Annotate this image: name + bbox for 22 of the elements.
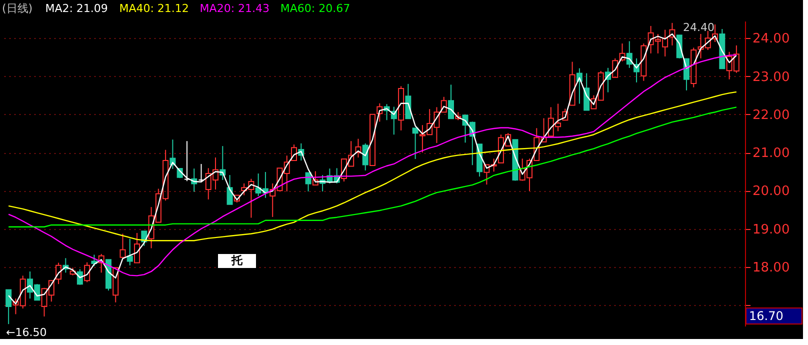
text: MA60: 20.67 xyxy=(280,2,350,15)
text: MA40: 21.12 xyxy=(119,2,189,15)
y-tick-label: 24.00 xyxy=(752,32,790,47)
y-tick-label: 19.00 xyxy=(752,222,790,238)
line-series xyxy=(8,106,738,228)
text: MA2: 21.09 xyxy=(45,2,108,15)
candlestick xyxy=(355,138,362,158)
text: 16.70 xyxy=(749,309,784,323)
y-tick-label: 20.00 xyxy=(752,184,790,200)
text: MA20: 21.43 xyxy=(200,2,270,15)
candlestick xyxy=(126,238,133,266)
y-tick-label: 23.00 xyxy=(752,70,790,85)
annotation: 托 xyxy=(230,254,244,267)
annotation: 24.40 xyxy=(683,21,714,34)
y-tick-label: 18.00 xyxy=(752,260,790,276)
candlestick xyxy=(669,22,676,46)
y-tick-label: 21.00 xyxy=(752,146,790,162)
annotation: ←16.50 xyxy=(6,326,47,339)
line-series xyxy=(8,91,738,242)
candlestick xyxy=(56,262,62,285)
chart-title: (日线) xyxy=(2,2,33,15)
y-tick-label: 22.00 xyxy=(752,108,790,123)
